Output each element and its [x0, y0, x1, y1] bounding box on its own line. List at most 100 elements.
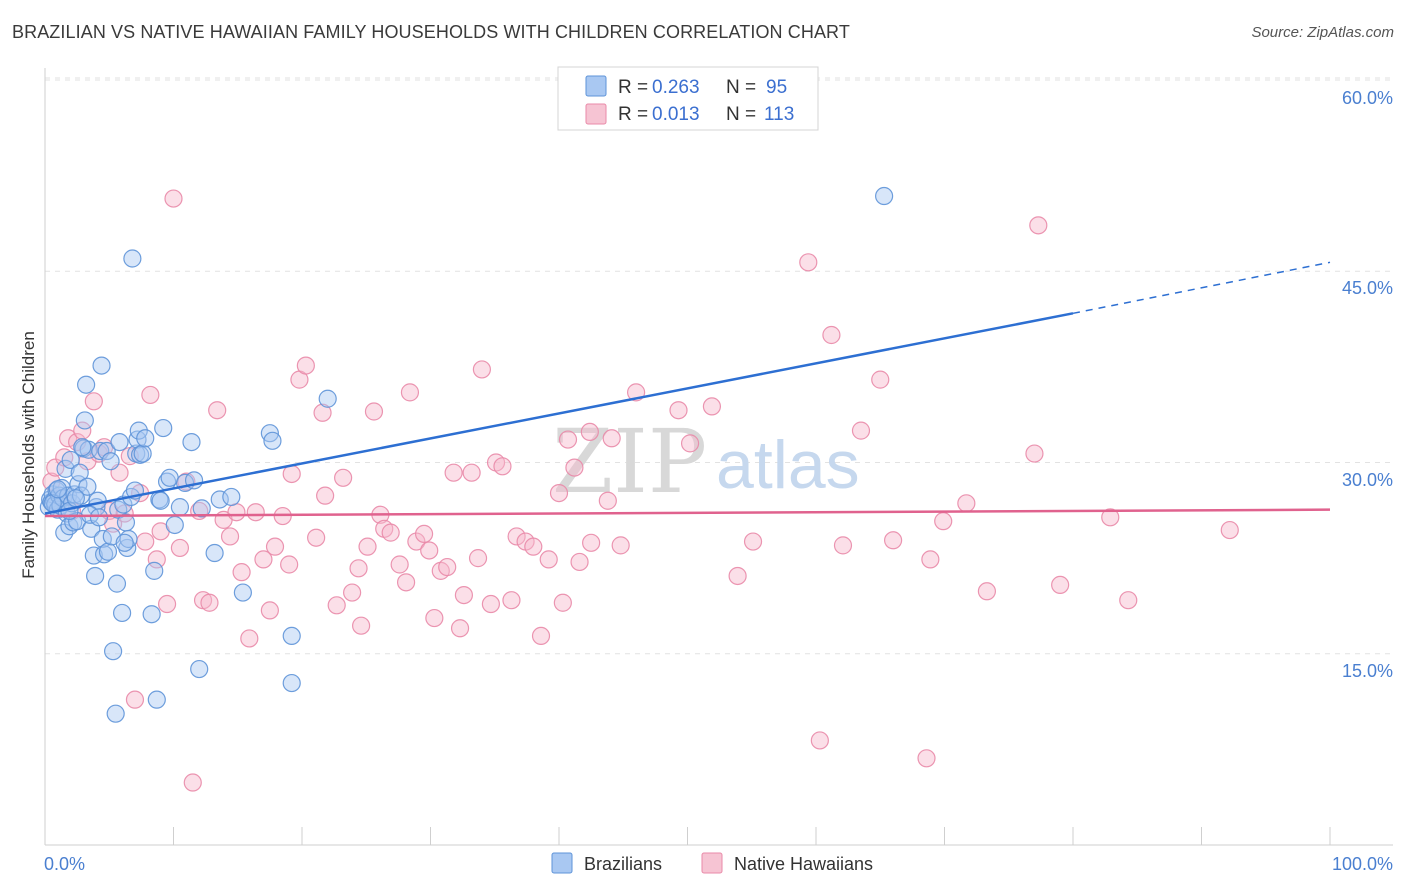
native-hawaiians-point	[531, 626, 551, 646]
native-hawaiians-point	[254, 550, 273, 569]
native-hawaiians-point	[240, 629, 259, 648]
correlation-legend: R = 0.263 N = 95 R = 0.013 N = 113	[557, 66, 819, 131]
brazilians-point	[182, 433, 201, 452]
brazilians-point	[192, 499, 211, 518]
legend-n-label-brazilians: N =	[726, 77, 756, 98]
series-legend: Brazilians Native Hawaiians	[551, 852, 873, 874]
brazilians-point	[123, 249, 142, 268]
native-hawaiians-point	[136, 532, 155, 551]
native-hawaiians-point	[1051, 575, 1070, 595]
brazilians-point	[160, 468, 179, 487]
native-hawaiians-point	[343, 583, 362, 602]
brazilians-point	[75, 411, 94, 430]
native-hawaiians-point	[400, 383, 420, 402]
x-tick-label-max: 100.0%	[1332, 854, 1393, 874]
native-hawaiians-point	[280, 555, 299, 574]
native-hawaiians-point	[611, 536, 630, 555]
native-hawaiians-point	[851, 421, 871, 440]
native-hawaiians-point	[327, 596, 346, 615]
native-hawaiians-point	[558, 430, 578, 449]
native-hawaiians-point	[472, 360, 491, 379]
native-hawaiians-point	[810, 731, 829, 750]
native-hawaiians-point	[582, 533, 601, 552]
native-hawaiians-point	[921, 550, 940, 569]
native-hawaiians-point	[553, 593, 572, 612]
native-hawaiians-point	[200, 593, 219, 612]
native-hawaiians-point	[220, 527, 240, 546]
y-axis-label: Family Households with Children	[19, 331, 38, 579]
native-hawaiians-point	[316, 486, 335, 505]
native-hawaiians-point	[425, 608, 444, 628]
brazilians-point	[233, 583, 252, 602]
native-hawaiians-point	[407, 532, 426, 551]
native-hawaiians-point	[420, 541, 439, 560]
native-hawaiians-point	[602, 429, 621, 448]
native-hawaiians-point	[381, 523, 400, 542]
legend-r-value-native-hawaiians: 0.013	[652, 104, 700, 125]
brazilians-point	[104, 642, 123, 661]
native-hawaiians-point	[934, 512, 953, 531]
native-hawaiians-point	[598, 491, 617, 510]
native-hawaiians-point	[728, 566, 747, 586]
brazilians-point	[73, 438, 92, 457]
native-hawaiians-point	[358, 537, 377, 556]
brazilians-point	[101, 452, 120, 471]
brazilians-point	[205, 543, 224, 563]
native-hawaiians-point	[1025, 444, 1044, 463]
native-hawaiians-trend-line	[44, 508, 1331, 518]
native-hawaiians-point	[565, 458, 584, 477]
brazilians-point	[86, 566, 105, 586]
native-hawaiians-point	[260, 601, 279, 620]
native-hawaiians-point	[468, 549, 488, 568]
chart-title: BRAZILIAN VS NATIVE HAWAIIAN FAMILY HOUS…	[12, 22, 850, 42]
brazilians-point	[112, 603, 132, 623]
brazilians-point	[97, 441, 116, 461]
native-hawaiians-point	[822, 325, 841, 345]
bottom-legend-swatch-brazilians	[551, 852, 573, 874]
brazilians-trend-extension	[1072, 261, 1331, 315]
native-hawaiians-point	[313, 403, 332, 422]
native-hawaiians-point	[183, 773, 202, 792]
native-hawaiians-point	[208, 401, 227, 420]
native-hawaiians-point	[147, 550, 166, 569]
series-native-hawaiians	[42, 189, 1239, 792]
native-hawaiians-point	[743, 532, 763, 551]
native-hawaiians-point	[454, 585, 474, 605]
y-tick-label-60: 60.0%	[1342, 88, 1393, 108]
native-hawaiians-point	[539, 550, 558, 569]
brazilians-point	[263, 431, 282, 450]
native-hawaiians-point	[141, 385, 160, 405]
native-hawaiians-point	[444, 463, 463, 482]
native-hawaiians-point	[170, 538, 190, 558]
legend-n-label-native-hawaiians: N =	[726, 104, 756, 125]
native-hawaiians-point	[580, 422, 599, 441]
source-credit: Source: ZipAtlas.com	[1251, 24, 1394, 41]
brazilians-point	[154, 418, 173, 438]
brazilians-point	[147, 690, 166, 709]
legend-n-value-native-hawaiians: 113	[764, 104, 794, 125]
native-hawaiians-point	[265, 537, 285, 556]
native-hawaiians-point	[246, 503, 265, 522]
brazilians-point	[190, 659, 209, 679]
native-hawaiians-point	[883, 531, 903, 550]
native-hawaiians-point	[977, 582, 997, 601]
native-hawaiians-point	[164, 189, 183, 208]
bottom-legend-swatch-native-hawaiians	[701, 852, 723, 874]
native-hawaiians-point	[833, 536, 853, 555]
legend-r-value-brazilians: 0.263	[652, 77, 700, 98]
native-hawaiians-point	[125, 690, 145, 709]
brazilians-point	[106, 704, 125, 723]
brazilians-point	[66, 489, 85, 508]
legend-r-label-brazilians: R =	[618, 77, 648, 98]
native-hawaiians-point	[414, 524, 434, 544]
native-hawaiians-point	[917, 749, 936, 768]
brazilians-point	[875, 186, 894, 206]
x-tick-label-min: 0.0%	[44, 854, 85, 874]
watermark-zip: ZIP	[552, 410, 707, 513]
native-hawaiians-point	[502, 591, 521, 610]
y-tick-label-30: 30.0%	[1342, 470, 1393, 490]
legend-swatch-brazilians	[585, 75, 607, 97]
native-hawaiians-point	[799, 253, 818, 272]
brazilians-point	[142, 605, 161, 624]
